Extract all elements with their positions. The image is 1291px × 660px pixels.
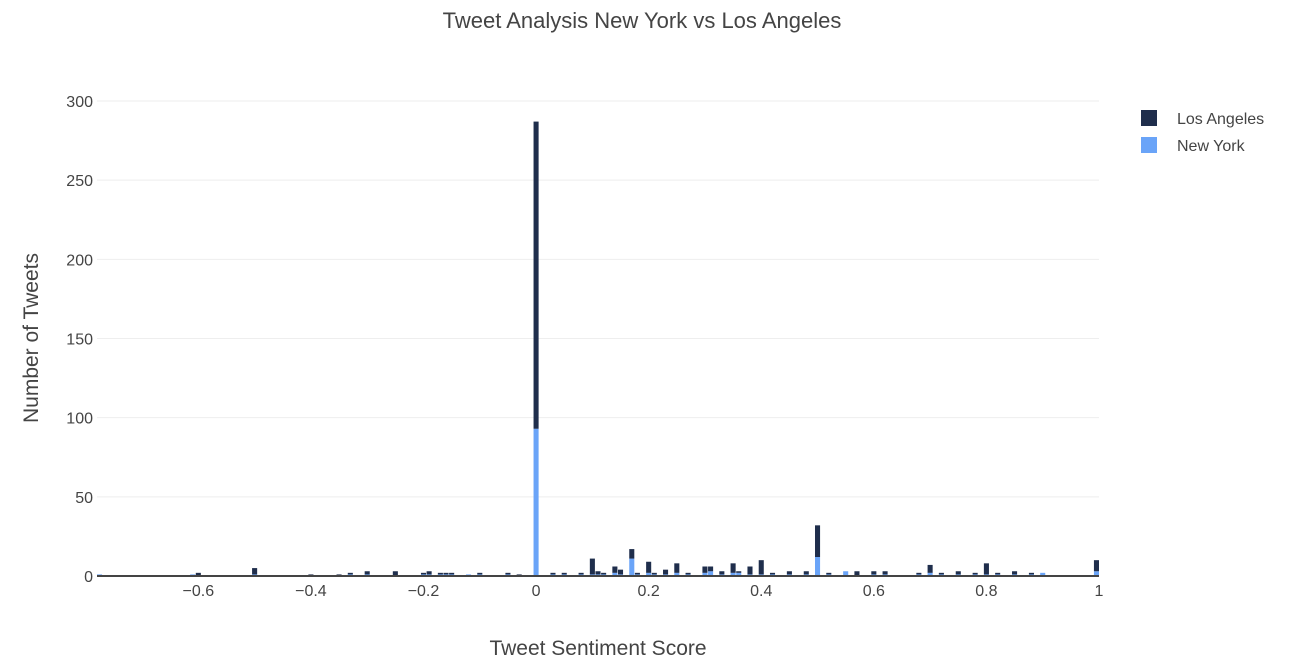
bar-new-york[interactable] (843, 571, 849, 576)
bar-los-angeles[interactable] (995, 572, 1001, 575)
bar-new-york[interactable] (1093, 571, 1099, 576)
y-tick-label: 50 (75, 490, 93, 507)
bar-los-angeles[interactable] (871, 571, 877, 575)
bar-los-angeles[interactable] (426, 571, 432, 575)
bar-los-angeles[interactable] (589, 558, 595, 575)
bar-los-angeles[interactable] (803, 571, 809, 575)
x-axis-title: Tweet Sentiment Score (489, 637, 706, 660)
legend-swatch-los-angeles[interactable] (1141, 110, 1157, 126)
y-axis-title: Number of Tweets (20, 253, 43, 423)
bar-los-angeles[interactable] (685, 572, 691, 575)
bar-los-angeles[interactable] (612, 566, 618, 573)
bar-new-york[interactable] (612, 572, 618, 576)
x-tick-label: 0.6 (863, 583, 885, 600)
bar-los-angeles[interactable] (449, 572, 455, 575)
bar-los-angeles[interactable] (437, 572, 443, 575)
bar-los-angeles[interactable] (736, 571, 742, 573)
bar-los-angeles[interactable] (730, 563, 736, 573)
bar-los-angeles[interactable] (786, 571, 792, 575)
bar-los-angeles[interactable] (826, 572, 832, 575)
y-tick-label: 0 (84, 569, 93, 586)
bar-new-york[interactable] (815, 557, 821, 576)
bar-los-angeles[interactable] (561, 572, 567, 575)
bar-los-angeles[interactable] (601, 572, 607, 575)
bar-new-york[interactable] (533, 428, 539, 576)
bar-los-angeles[interactable] (252, 568, 258, 575)
y-tick-label: 200 (66, 252, 93, 269)
bar-new-york[interactable] (927, 572, 933, 576)
bar-los-angeles[interactable] (595, 571, 601, 575)
x-tick-label: −0.4 (295, 583, 327, 600)
bar-los-angeles[interactable] (815, 525, 821, 557)
y-tick-labels: 0 50 100 150 200 250 300 (66, 94, 93, 586)
y-tick-label: 100 (66, 411, 93, 428)
bar-los-angeles[interactable] (634, 572, 640, 575)
chart-title: Tweet Analysis New York vs Los Angeles (443, 8, 842, 33)
bar-los-angeles[interactable] (1012, 571, 1018, 575)
x-tick-label: −0.2 (408, 583, 440, 600)
bar-new-york[interactable] (708, 571, 714, 576)
bar-los-angeles[interactable] (927, 564, 933, 573)
bar-new-york[interactable] (629, 558, 635, 576)
bar-los-angeles[interactable] (916, 572, 922, 575)
legend-label-new-york[interactable]: New York (1177, 138, 1246, 155)
bar-los-angeles[interactable] (646, 561, 652, 573)
bar-los-angeles[interactable] (533, 121, 539, 429)
bar-los-angeles[interactable] (347, 572, 353, 575)
bar-los-angeles[interactable] (854, 571, 860, 576)
bar-new-york[interactable] (736, 572, 742, 576)
bar-los-angeles[interactable] (747, 566, 753, 575)
bar-los-angeles[interactable] (938, 572, 944, 575)
bar-los-angeles[interactable] (392, 571, 398, 576)
bar-los-angeles[interactable] (505, 572, 511, 575)
x-tick-labels: −0.6 −0.4 −0.2 0 0.2 0.4 0.6 0.8 1 (183, 583, 1104, 600)
bar-los-angeles[interactable] (617, 569, 624, 575)
bar-new-york[interactable] (730, 572, 736, 576)
bar-los-angeles[interactable] (719, 571, 725, 575)
x-tick-label: 0.4 (750, 583, 772, 600)
bar-los-angeles[interactable] (420, 572, 427, 575)
y-tick-label: 300 (66, 94, 93, 111)
bar-los-angeles[interactable] (708, 566, 714, 572)
x-tick-label: 1 (1095, 583, 1104, 600)
gridlines (97, 100, 1099, 498)
bar-los-angeles[interactable] (972, 572, 978, 575)
bar-los-angeles[interactable] (550, 572, 556, 575)
bar-new-york[interactable] (1040, 572, 1046, 576)
bar-new-york[interactable] (702, 572, 708, 576)
bar-los-angeles[interactable] (882, 571, 888, 575)
y-tick-label: 250 (66, 173, 93, 190)
bar-los-angeles[interactable] (477, 572, 483, 575)
bar-los-angeles[interactable] (663, 569, 669, 575)
bar-new-york[interactable] (646, 572, 652, 576)
bar-los-angeles[interactable] (702, 566, 708, 573)
bar-los-angeles[interactable] (651, 572, 657, 575)
bar-los-angeles[interactable] (578, 572, 584, 575)
bar-los-angeles[interactable] (195, 572, 201, 576)
x-tick-label: 0 (532, 583, 541, 600)
legend-swatch-new-york[interactable] (1141, 137, 1157, 153)
bar-los-angeles[interactable] (1093, 560, 1099, 572)
bars (97, 121, 1099, 576)
legend[interactable]: Los Angeles New York (1141, 110, 1264, 155)
bar-los-angeles[interactable] (629, 549, 635, 559)
bar-new-york[interactable] (674, 572, 680, 576)
x-tick-label: 0.8 (975, 583, 997, 600)
bar-los-angeles[interactable] (983, 563, 989, 575)
bar-los-angeles[interactable] (674, 563, 680, 573)
bar-los-angeles[interactable] (769, 572, 776, 575)
x-tick-label: −0.6 (183, 583, 215, 600)
bar-los-angeles[interactable] (1028, 572, 1034, 575)
bar-los-angeles[interactable] (955, 571, 961, 575)
bar-los-angeles[interactable] (443, 572, 449, 575)
y-tick-label: 150 (66, 332, 93, 349)
bar-los-angeles[interactable] (364, 571, 370, 575)
x-tick-label: 0.2 (638, 583, 660, 600)
legend-label-los-angeles[interactable]: Los Angeles (1177, 111, 1264, 128)
bar-los-angeles[interactable] (758, 560, 764, 575)
